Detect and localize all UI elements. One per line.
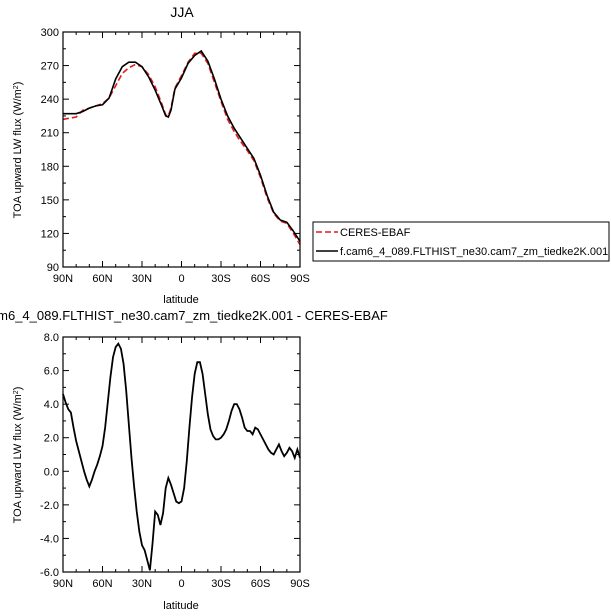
bottom-y-tick-label: -6.0 — [40, 567, 59, 579]
legend: CERES-EBAF f.cam6_4_089.FLTHIST_ne30.cam… — [312, 221, 610, 262]
top-x-tick-label: 90N — [53, 273, 73, 285]
legend-box — [312, 221, 610, 262]
top-y-axis-label: TOA upward LW flux (W/m2) — [12, 82, 24, 219]
top-chart-title: JJA — [170, 4, 194, 20]
top-plot-frame — [62, 31, 301, 268]
top-y-tick-label: 270 — [41, 61, 59, 73]
top-y-tick-label: 300 — [41, 27, 59, 39]
bottom-y-axis-label: TOA upward LW flux (W/m2) — [12, 387, 24, 524]
bottom-series-line-0 — [62, 342, 301, 571]
bottom-y-tick-label: -4.0 — [40, 533, 59, 545]
top-x-tick-label: 0 — [178, 273, 184, 285]
bottom-x-tick-label: 30S — [211, 578, 231, 590]
top-x-tick-label: 90S — [290, 273, 310, 285]
bottom-x-tick-label: 60N — [92, 578, 112, 590]
top-x-axis-label: latitude — [163, 294, 198, 306]
top-y-tick-label: 120 — [41, 228, 59, 240]
top-y-tick-label: 240 — [41, 94, 59, 106]
top-y-tick-label: 180 — [41, 161, 59, 173]
panel-bottom-chart: f.cam6_4_089.FLTHIST_ne30.cam7_zm_tiedke… — [0, 308, 388, 612]
bottom-y-tick-label: 2.0 — [44, 433, 59, 445]
bottom-x-tick-label: 0 — [178, 578, 184, 590]
panel-top-chart: JJA 90N 60N 30N 0 30S 60S 90S 90 120 150 180 210 24… — [12, 4, 610, 306]
top-x-tick-label: 30S — [211, 273, 231, 285]
legend-label-ceres: CERES-EBAF — [340, 227, 411, 239]
top-y-tick-label: 90 — [47, 262, 59, 274]
top-y-tick-label: 150 — [41, 195, 59, 207]
bottom-chart-title: f.cam6_4_089.FLTHIST_ne30.cam7_zm_tiedke… — [0, 308, 388, 323]
top-series-line-0 — [62, 52, 301, 246]
top-y-axis: 90 120 150 180 210 240 270 300 — [41, 27, 300, 274]
bottom-x-tick-label: 90S — [290, 578, 310, 590]
bottom-y-axis: -6.0 -4.0 -2.0 0.0 2.0 4.0 6.0 8.0 — [40, 332, 300, 579]
bottom-x-axis: 90N 60N 30N 0 30S 60S 90S — [53, 337, 310, 590]
top-x-tick-label: 60S — [251, 273, 271, 285]
bottom-y-tick-label: 8.0 — [44, 332, 59, 344]
bottom-y-tick-label: 0.0 — [44, 466, 59, 478]
top-plot-area — [62, 49, 301, 246]
bottom-y-tick-label: 6.0 — [44, 366, 59, 378]
bottom-y-tick-label: -2.0 — [40, 500, 59, 512]
top-x-tick-label: 30N — [132, 273, 152, 285]
top-x-tick-label: 60N — [92, 273, 112, 285]
bottom-y-tick-label: 4.0 — [44, 399, 59, 411]
top-x-axis: 90N 60N 30N 0 30S 60S 90S — [53, 32, 310, 285]
bottom-x-tick-label: 90N — [53, 578, 73, 590]
bottom-x-tick-label: 30N — [132, 578, 152, 590]
top-y-tick-label: 210 — [41, 128, 59, 140]
bottom-plot-frame — [62, 336, 301, 573]
bottom-plot-area — [62, 342, 301, 571]
bottom-x-tick-label: 60S — [251, 578, 271, 590]
bottom-x-axis-label: latitude — [163, 600, 198, 612]
legend-label-model: f.cam6_4_089.FLTHIST_ne30.cam7_zm_tiedke… — [340, 246, 608, 258]
top-series-line-1 — [63, 49, 301, 242]
